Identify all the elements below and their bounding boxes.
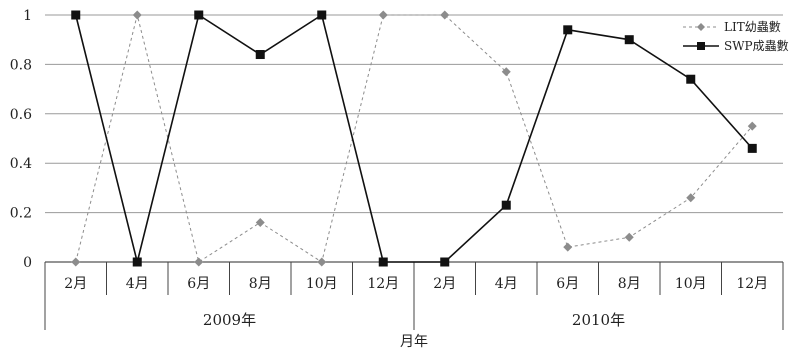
data-point-swp (71, 10, 81, 20)
data-point-lit (686, 193, 696, 203)
y-axis-ticks: 0 0.2 0.4 0.6 0.8 1 (10, 8, 32, 271)
y-tick-label: 0.6 (10, 107, 32, 123)
data-point-swp (686, 74, 696, 84)
gridlines (45, 14, 783, 263)
legend: LIT幼蟲數 SWP成蟲數 (683, 20, 789, 53)
x-tick-label: 8月 (618, 276, 641, 292)
x-tick-label: 12月 (736, 276, 768, 292)
y-tick-label: 0.4 (10, 156, 32, 172)
x-tick-label: 4月 (495, 276, 518, 292)
data-point-swp (194, 10, 204, 20)
data-point-swp (255, 50, 265, 60)
data-point-lit (501, 67, 511, 77)
data-point-lit (194, 257, 204, 267)
data-point-lit (317, 257, 327, 267)
x-tick-label: 8月 (249, 276, 272, 292)
legend-label-lit: LIT幼蟲數 (724, 20, 781, 34)
x-axis: 2月 4月 6月 8月 10月 12月 2月 4月 6月 8月 10月 12月 2009年 2010年 (44, 262, 784, 330)
x-tick-label: 6月 (187, 276, 210, 292)
x-tick-label: 2月 (64, 276, 87, 292)
data-point-lit (132, 10, 142, 20)
x-tick-label: 4月 (126, 276, 149, 292)
data-point-lit (563, 242, 573, 252)
x-tick-label: 12月 (367, 276, 399, 292)
data-point-swp (501, 200, 511, 210)
data-point-lit (71, 257, 81, 267)
legend-label-swp: SWP成蟲數 (724, 39, 789, 53)
data-point-swp (624, 35, 634, 45)
data-point-lit (624, 232, 634, 242)
data-point-swp (563, 25, 573, 35)
legend-marker-lit (697, 23, 705, 31)
data-point-swp (747, 143, 757, 153)
y-tick-label: 1 (23, 8, 32, 24)
x-tick-label: 2月 (433, 276, 456, 292)
data-point-swp (440, 257, 450, 267)
y-tick-label: 0.8 (10, 57, 32, 73)
x-tick-label: 10月 (306, 276, 338, 292)
x-group-label: 2010年 (572, 311, 625, 329)
data-point-swp (378, 257, 388, 267)
legend-marker-swp (697, 42, 705, 50)
x-group-label: 2009年 (203, 311, 256, 329)
y-tick-label: 0 (23, 255, 32, 271)
x-tick-label: 10月 (675, 276, 707, 292)
data-point-lit (747, 121, 757, 131)
data-point-lit (255, 217, 265, 227)
series-layer (71, 10, 757, 267)
x-tick-label: 6月 (556, 276, 579, 292)
series-line-swp (74, 13, 753, 263)
data-point-swp (317, 10, 327, 20)
series-line-lit (75, 14, 753, 263)
data-point-swp (132, 257, 142, 267)
x-axis-title: 月年 (400, 334, 428, 350)
y-tick-label: 0.2 (10, 206, 32, 222)
data-point-lit (378, 10, 388, 20)
data-point-lit (440, 10, 450, 20)
